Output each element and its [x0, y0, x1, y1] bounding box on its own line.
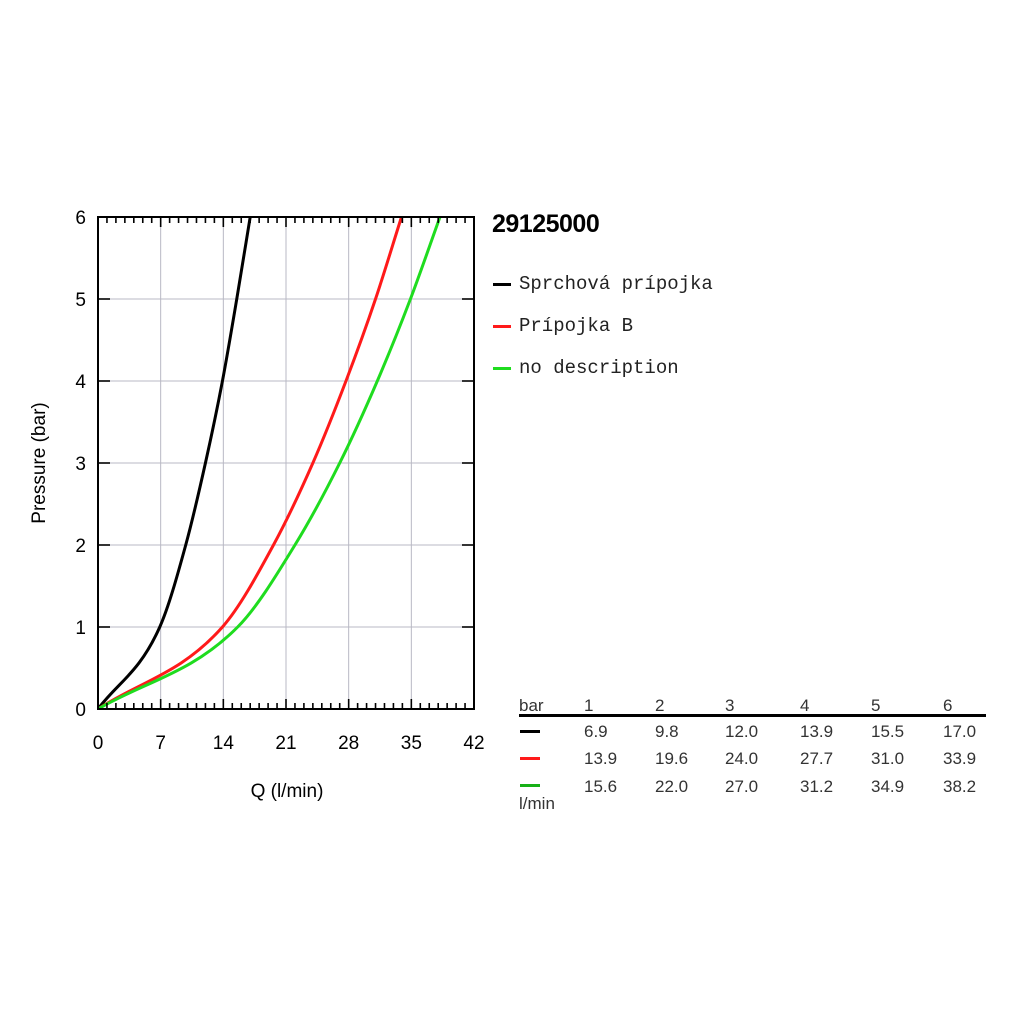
ticks: [97, 216, 475, 710]
y-tick-label: 4: [75, 372, 86, 393]
legend-label: Sprchová prípojka: [519, 273, 713, 295]
table-column-header: 1: [584, 696, 594, 715]
table-row-swatch-green: [520, 784, 540, 787]
series-line-pripojka-b: [98, 216, 403, 709]
series-line-no-description: [98, 216, 442, 709]
x-tick-label: 21: [275, 733, 296, 754]
table-cell: 33.9: [943, 749, 977, 768]
x-tick-label: 7: [155, 733, 166, 754]
table-cell: 31.0: [871, 749, 905, 768]
y-tick-label: 0: [75, 700, 86, 721]
product-code: 29125000: [492, 210, 600, 238]
curves: [98, 216, 442, 709]
table-cell: 24.0: [725, 749, 759, 768]
table-cell: 27.0: [725, 777, 759, 796]
table-cell: 22.0: [655, 777, 689, 796]
table-cell: 13.9: [584, 749, 618, 768]
table-cell: 27.7: [800, 749, 834, 768]
table-column-header: 2: [655, 696, 665, 715]
table-row-swatch-black: [520, 730, 540, 733]
table-cell: 9.8: [655, 722, 679, 741]
table-cell: 34.9: [871, 777, 905, 796]
y-tick-label: 6: [75, 208, 86, 229]
legend-label: no description: [519, 357, 679, 379]
series-line-sprchova-pripojka: [98, 216, 252, 709]
table-unit-label: l/min: [519, 794, 555, 813]
table-row-swatch-red: [520, 757, 540, 760]
y-tick-label: 1: [75, 618, 86, 639]
table-cell: 38.2: [943, 777, 977, 796]
legend-swatch-black: [493, 283, 511, 286]
table-cell: 15.5: [871, 722, 905, 741]
y-tick-label: 3: [75, 454, 86, 475]
x-tick-label: 35: [401, 733, 422, 754]
table-cell: 31.2: [800, 777, 834, 796]
flow-rate-table: bar 1 2 3 4 5 6 6.9 9.8 12.0 13.9 15.5 1…: [519, 694, 987, 819]
x-axis-title: Q (l/min): [251, 781, 324, 802]
table-cell: 17.0: [943, 722, 977, 741]
legend-swatch-green: [493, 367, 511, 370]
y-tick-label: 5: [75, 290, 86, 311]
table-cell: 13.9: [800, 722, 834, 741]
x-tick-label: 0: [93, 733, 104, 754]
x-tick-label: 14: [213, 733, 235, 754]
table-column-header: 3: [725, 696, 735, 715]
table-cell: 15.6: [584, 777, 618, 796]
table-header-rule: [519, 714, 986, 717]
table-cell: 6.9: [584, 722, 608, 741]
y-axis-title: Pressure (bar): [29, 402, 50, 523]
table-column-header: 5: [871, 696, 881, 715]
legend-swatch-red: [493, 325, 511, 328]
table-cell: 12.0: [725, 722, 759, 741]
table-column-header: 4: [800, 696, 810, 715]
legend-label: Prípojka B: [519, 315, 634, 337]
x-tick-label: 28: [338, 733, 359, 754]
tick-labels: 0 7 14 21 28 35 42 0 1 2 3 4 5 6: [75, 208, 484, 754]
y-tick-label: 2: [75, 536, 86, 557]
table-cell: 19.6: [655, 749, 689, 768]
table-header-label: bar: [519, 696, 544, 715]
table-column-header: 6: [943, 696, 953, 715]
x-tick-label: 42: [463, 733, 484, 754]
